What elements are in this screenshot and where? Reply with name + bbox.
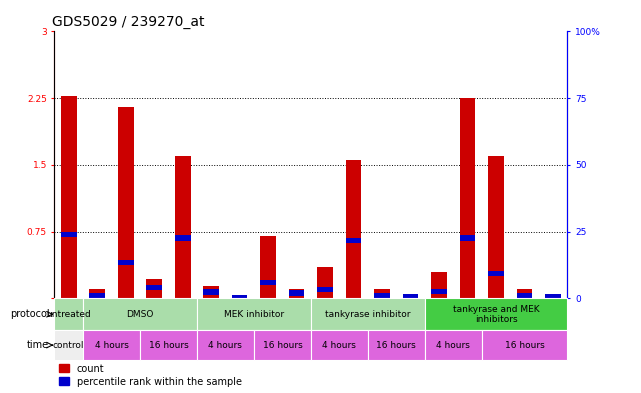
Bar xyxy=(203,286,219,298)
Bar xyxy=(460,235,476,241)
Bar xyxy=(345,238,362,243)
Bar xyxy=(175,235,190,241)
Bar xyxy=(317,267,333,298)
Text: GDS5029 / 239270_at: GDS5029 / 239270_at xyxy=(52,15,204,29)
Bar xyxy=(146,279,162,298)
Text: 16 hours: 16 hours xyxy=(504,341,544,350)
Text: MEK inhibitor: MEK inhibitor xyxy=(224,310,284,319)
Bar xyxy=(197,330,254,360)
Text: time: time xyxy=(27,340,49,350)
Bar xyxy=(425,330,482,360)
Text: tankyrase inhibitor: tankyrase inhibitor xyxy=(325,310,411,319)
Bar xyxy=(289,290,304,296)
Bar xyxy=(488,271,504,276)
Bar xyxy=(374,293,390,298)
Bar xyxy=(83,330,140,360)
Bar xyxy=(54,330,83,360)
Bar xyxy=(146,285,162,290)
Bar xyxy=(289,290,304,298)
Bar xyxy=(374,290,390,298)
Bar xyxy=(260,280,276,285)
Bar xyxy=(431,288,447,294)
Bar xyxy=(83,298,197,330)
Bar xyxy=(517,293,533,298)
Text: 4 hours: 4 hours xyxy=(437,341,470,350)
Bar xyxy=(232,295,247,300)
Text: control: control xyxy=(53,341,85,350)
Text: 4 hours: 4 hours xyxy=(208,341,242,350)
Text: 4 hours: 4 hours xyxy=(322,341,356,350)
Bar xyxy=(197,298,311,330)
Text: DMSO: DMSO xyxy=(126,310,154,319)
Bar xyxy=(254,330,311,360)
Bar xyxy=(140,330,197,360)
Bar xyxy=(368,330,425,360)
Bar xyxy=(61,95,76,298)
Text: 16 hours: 16 hours xyxy=(149,341,188,350)
Bar xyxy=(89,290,105,298)
Bar xyxy=(545,294,561,299)
Bar xyxy=(317,287,333,292)
Text: 4 hours: 4 hours xyxy=(94,341,128,350)
Bar xyxy=(61,231,76,237)
Bar xyxy=(203,290,219,295)
Legend: count, percentile rank within the sample: count, percentile rank within the sample xyxy=(60,364,242,387)
Text: 16 hours: 16 hours xyxy=(263,341,303,350)
Text: untreated: untreated xyxy=(46,310,91,319)
Bar xyxy=(118,107,133,298)
Text: 16 hours: 16 hours xyxy=(376,341,416,350)
Text: protocol: protocol xyxy=(10,309,49,319)
Bar xyxy=(403,294,419,299)
Bar xyxy=(545,295,561,298)
Bar xyxy=(311,298,425,330)
Bar xyxy=(89,293,105,298)
Bar xyxy=(488,156,504,298)
Bar xyxy=(260,236,276,298)
Bar xyxy=(311,330,368,360)
Bar xyxy=(403,295,419,298)
Bar xyxy=(345,160,362,298)
Text: tankyrase and MEK
inhibitors: tankyrase and MEK inhibitors xyxy=(453,305,539,324)
Bar xyxy=(431,272,447,298)
Bar xyxy=(482,330,567,360)
Bar xyxy=(175,156,190,298)
Bar xyxy=(54,298,83,330)
Bar xyxy=(232,296,247,298)
Bar xyxy=(517,290,533,298)
Bar xyxy=(460,98,476,298)
Bar xyxy=(118,260,133,265)
Bar xyxy=(425,298,567,330)
